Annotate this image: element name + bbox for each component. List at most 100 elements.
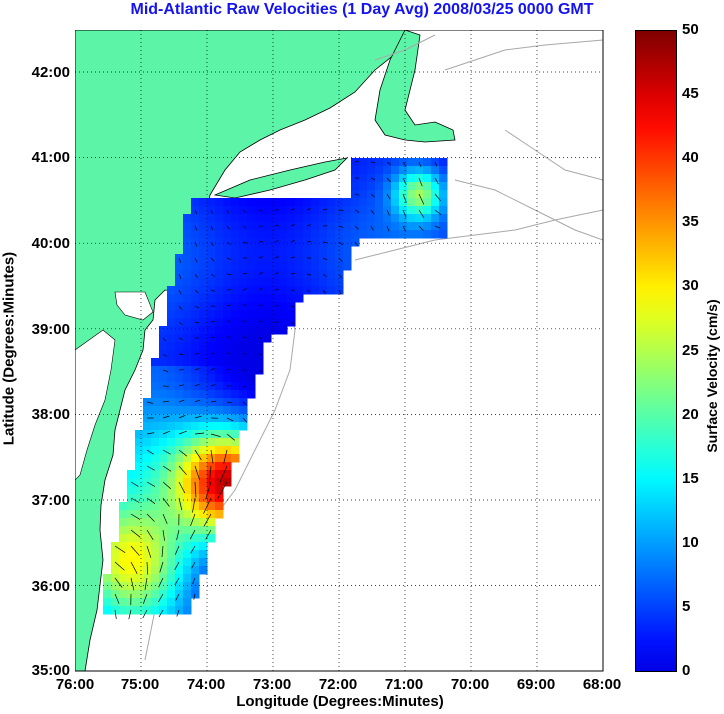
velocity-cell [183,550,192,559]
velocity-arrow [386,161,391,165]
velocity-cell [255,214,264,223]
velocity-cell [319,230,328,239]
velocity-cell [247,238,256,247]
velocity-cell [119,526,128,535]
velocity-cell [287,198,296,207]
velocity-arrow [274,272,279,275]
velocity-cell [423,214,432,223]
velocity-cell [231,454,240,463]
velocity-arrow [402,161,407,167]
velocity-cell [415,214,424,223]
velocity-arrow [209,465,212,483]
velocity-cell [439,190,448,199]
velocity-arrow [130,561,138,574]
velocity-cell [343,230,352,239]
velocity-cell [199,390,208,399]
velocity-cell [375,230,384,239]
velocity-cell [151,526,160,535]
velocity-cell [271,294,280,303]
velocity-cell [199,294,208,303]
velocity-cell [183,582,192,591]
velocity-arrow [226,225,230,230]
velocity-arrow [178,321,183,325]
velocity-cell [167,310,176,319]
velocity-cell [231,254,240,263]
velocity-cell [143,470,152,479]
velocity-cell [439,222,448,231]
velocity-cell [167,350,176,359]
velocity-cell [151,422,160,431]
velocity-arrow [210,241,214,247]
velocity-cell [247,350,256,359]
velocity-cell [391,174,400,183]
velocity-arrow [274,256,279,259]
velocity-cell [199,230,208,239]
velocity-arrow [258,353,262,356]
velocity-arrow [178,430,187,435]
velocity-cell [183,574,192,583]
velocity-cell [191,278,200,287]
velocity-cell [231,414,240,423]
colorbar-tick: 5 [682,598,691,615]
velocity-arrow [418,161,422,168]
velocity-cell [223,390,232,399]
velocity-cell [215,438,224,447]
velocity-arrow [210,400,217,403]
velocity-cell [191,358,200,367]
velocity-cell [199,350,208,359]
velocity-cell [295,286,304,295]
velocity-cell [183,558,192,567]
velocity-cell [247,302,256,311]
velocity-arrow [210,449,214,464]
velocity-cell [151,502,160,511]
velocity-cell [263,238,272,247]
velocity-arrow [226,433,235,441]
velocity-cell [399,166,408,175]
velocity-cell [295,278,304,287]
colorbar-tick: 50 [682,21,699,38]
velocity-arrows [114,160,442,620]
velocity-arrow [290,240,295,243]
velocity-cell [303,246,312,255]
velocity-cell [247,246,256,255]
velocity-arrow [146,449,154,455]
velocity-cell [151,574,160,583]
velocity-cell [167,510,176,519]
velocity-cell [431,230,440,239]
velocity-arrow [162,481,172,490]
x-tick-label: 75:00 [120,676,160,693]
velocity-cell [191,582,200,591]
velocity-cell [151,430,160,439]
velocity-cell [199,374,208,383]
velocity-cell [439,214,448,223]
velocity-cell [167,406,176,415]
velocity-arrow [146,561,149,575]
velocity-arrow [402,177,407,185]
velocity-cell [391,182,400,191]
velocity-cell [135,606,144,615]
velocity-cell [207,198,216,207]
x-tick-label: 71:00 [384,676,424,693]
velocity-cell [183,590,192,599]
velocity-cell [175,406,184,415]
velocity-cell [135,534,144,543]
velocity-cell [247,358,256,367]
velocity-arrow [128,609,132,620]
velocity-arrow [338,209,344,211]
velocity-cell [271,326,280,335]
velocity-cell [183,510,192,519]
velocity-arrow [162,430,171,435]
velocity-arrow [178,384,185,387]
velocity-arrow [130,513,141,520]
velocity-cell [159,470,168,479]
velocity-arrow [274,288,279,291]
velocity-arrow [290,305,295,308]
velocity-cell [207,518,216,527]
velocity-cell [407,206,416,215]
velocity-cell [183,382,192,391]
velocity-cell [207,438,216,447]
velocity-cell [311,238,320,247]
velocity-cell [135,510,144,519]
velocity-arrow [274,240,279,243]
velocity-arrow [290,321,294,325]
